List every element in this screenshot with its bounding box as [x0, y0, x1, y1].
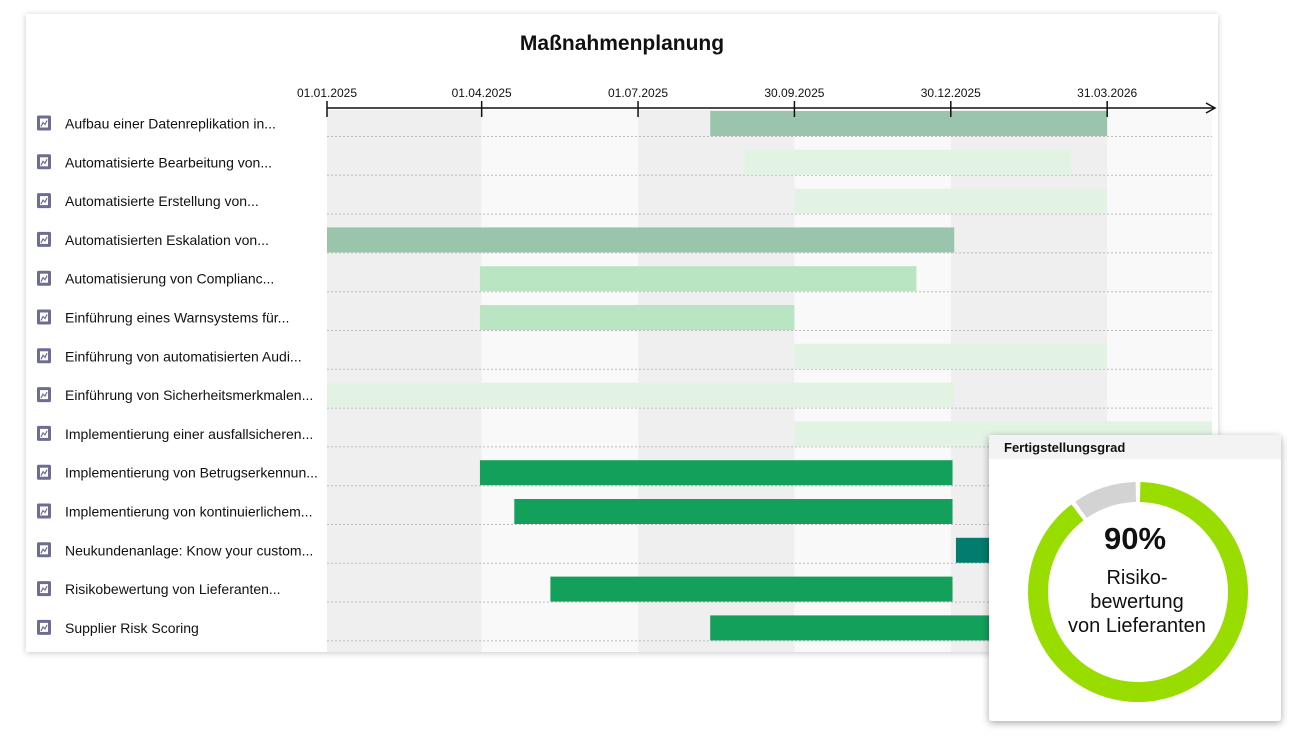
task-row-label[interactable]: Implementierung einer ausfallsicheren... [37, 425, 313, 442]
task-icon-glyph [40, 469, 48, 476]
task-label: Automatisierung von Complianc... [65, 271, 274, 287]
donut-slice-remaining [1075, 482, 1137, 519]
period-band [638, 110, 795, 652]
task-row-label[interactable]: Supplier Risk Scoring [37, 619, 199, 636]
task-row-label[interactable]: Automatisierung von Complianc... [37, 270, 274, 287]
completion-card-title: Fertigstellungsgrad [989, 435, 1281, 459]
task-icon-glyph [40, 353, 48, 360]
task-row-label[interactable]: Implementierung von kontinuierlichem... [37, 503, 312, 520]
task-label: Supplier Risk Scoring [65, 620, 199, 636]
completion-label: Risiko- bewertung von Lieferanten [1068, 567, 1206, 637]
task-label: Implementierung einer ausfallsicheren... [65, 426, 313, 442]
task-icon-glyph [40, 314, 48, 321]
task-icon-glyph [40, 391, 48, 399]
period-band [481, 110, 639, 652]
task-icon-glyph [40, 120, 48, 127]
task-icon-glyph [40, 236, 48, 244]
task-row-label[interactable]: Automatisierte Erstellung von... [37, 193, 259, 209]
axis-arrow [1205, 102, 1217, 114]
task-icon-glyph [40, 197, 48, 205]
task-row-label[interactable]: Neukundenanlage: Know your custom... [37, 542, 313, 558]
tick-label: 31.03.2026 [1077, 86, 1137, 100]
task-row-label[interactable]: Implementierung von Betrugserkennun... [37, 464, 318, 481]
tick-label: 30.12.2025 [921, 86, 981, 100]
completion-donut [1028, 482, 1248, 702]
task-label: Automatisierten Eskalation von... [65, 232, 269, 248]
task-label: Implementierung von Betrugserkennun... [65, 465, 318, 481]
tick-label: 01.01.2025 [297, 86, 357, 100]
task-bar[interactable] [794, 188, 1108, 214]
task-icon-glyph [40, 624, 48, 632]
task-label: Einführung eines Warnsystems für... [65, 310, 289, 326]
gantt-card: Maßnahmenplanung 01.01.2025 01.04.2025 01.… [26, 14, 1218, 652]
task-row-label[interactable]: Risikobewertung von Lieferanten... [37, 581, 281, 597]
task-icon-glyph [40, 508, 48, 515]
task-row-label[interactable]: Aufbau einer Datenreplikation in... [37, 115, 276, 132]
task-bar[interactable] [550, 576, 953, 602]
task-label: Einführung von Sicherheitsmerkmalen... [65, 387, 313, 403]
task-label: Automatisierte Erstellung von... [65, 193, 259, 209]
task-label: Neukundenanlage: Know your custom... [65, 542, 313, 558]
task-bar[interactable] [327, 227, 955, 253]
completion-card: Fertigstellungsgrad 90% Risiko- bewertun… [989, 435, 1281, 721]
period-band [327, 110, 482, 652]
task-bar[interactable] [514, 499, 953, 524]
task-icon-glyph [40, 547, 48, 554]
task-icon-glyph [40, 585, 48, 593]
completion-value: 90% [1103, 521, 1167, 556]
task-bar[interactable] [710, 111, 1108, 136]
task-bar[interactable] [479, 305, 795, 330]
donut-slice-complete [1028, 482, 1248, 702]
task-label: Risikobewertung von Lieferanten... [65, 581, 281, 597]
task-icon-glyph [40, 275, 48, 282]
task-bar[interactable] [710, 615, 1032, 641]
task-row-label[interactable]: Einführung von Sicherheitsmerkmalen... [37, 387, 313, 403]
task-bar[interactable] [479, 266, 917, 292]
task-label: Aufbau einer Datenreplikation in... [65, 116, 276, 132]
task-row-label[interactable]: Automatisierten Eskalation von... [37, 231, 269, 248]
task-label: Einführung von automatisierten Audi... [65, 348, 302, 364]
task-bar[interactable] [744, 149, 1072, 175]
chart-title: Maßnahmenplanung [519, 32, 725, 55]
task-icon-glyph [40, 159, 48, 166]
task-label: Automatisierte Bearbeitung von... [65, 154, 272, 170]
tick-label: 01.07.2025 [608, 86, 668, 100]
task-bar[interactable] [327, 382, 955, 408]
task-row-label[interactable]: Einführung eines Warnsystems für... [37, 309, 289, 326]
tick-label: 30.09.2025 [764, 86, 824, 100]
task-row-label[interactable]: Automatisierte Bearbeitung von... [37, 154, 272, 170]
task-label: Implementierung von kontinuierlichem... [65, 504, 312, 520]
task-row-label[interactable]: Einführung von automatisierten Audi... [37, 348, 302, 364]
task-icon-glyph [40, 430, 48, 438]
tick-label: 01.04.2025 [452, 86, 512, 100]
gantt-chart: 01.01.2025 01.04.2025 01.07.2025 30.09.2025… [37, 86, 1217, 652]
task-bar[interactable] [794, 343, 1108, 369]
task-bar[interactable] [479, 460, 953, 486]
